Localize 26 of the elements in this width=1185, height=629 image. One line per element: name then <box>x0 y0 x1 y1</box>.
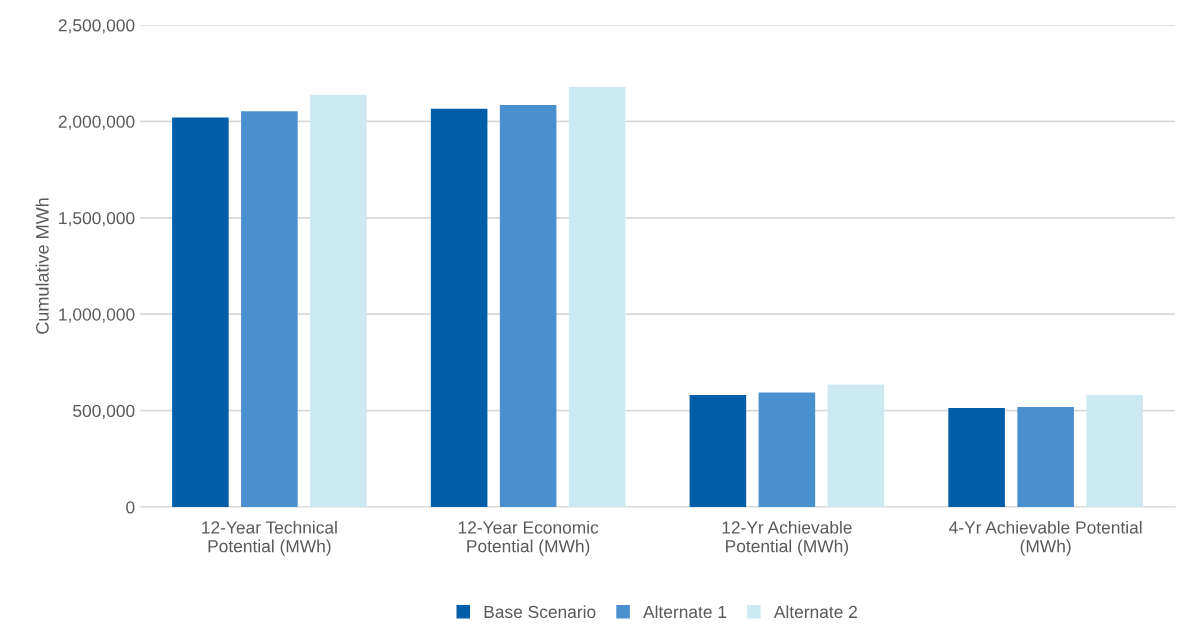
x-tick-label: 12-Year Technical Potential (MWh) <box>202 520 337 556</box>
bar <box>1017 406 1074 507</box>
legend-label: Base Scenario <box>484 605 596 619</box>
bar <box>948 408 1005 507</box>
y-tick-label: 2,000,000 <box>58 115 135 130</box>
legend-label: Alternate 2 <box>773 605 857 619</box>
y-tick-label: 1,500,000 <box>59 211 135 227</box>
bar <box>241 111 298 507</box>
bar <box>689 394 747 507</box>
y-tick-label: 2,500,000 <box>58 19 135 34</box>
bar <box>499 105 557 507</box>
bar <box>310 94 367 507</box>
legend-label: Alternate 1 <box>643 605 727 619</box>
y-axis-title: Cumulative MWh <box>35 198 49 334</box>
y-tick-label: 0 <box>126 501 135 514</box>
bar <box>758 392 816 507</box>
bar <box>172 117 229 507</box>
bar <box>1086 394 1143 507</box>
y-tick-label: 500,000 <box>73 404 135 420</box>
bar <box>827 384 885 507</box>
bar <box>430 108 488 507</box>
x-tick-label: 4-Yr Achievable Potential (MWh) <box>949 520 1142 556</box>
x-tick-label: 12-Year Economic Potential (MWh) <box>458 520 599 556</box>
x-tick-label: 12-Yr Achievable Potential (MWh) <box>722 520 852 556</box>
bar <box>568 87 626 507</box>
y-tick-label: 1,000,000 <box>59 308 135 323</box>
